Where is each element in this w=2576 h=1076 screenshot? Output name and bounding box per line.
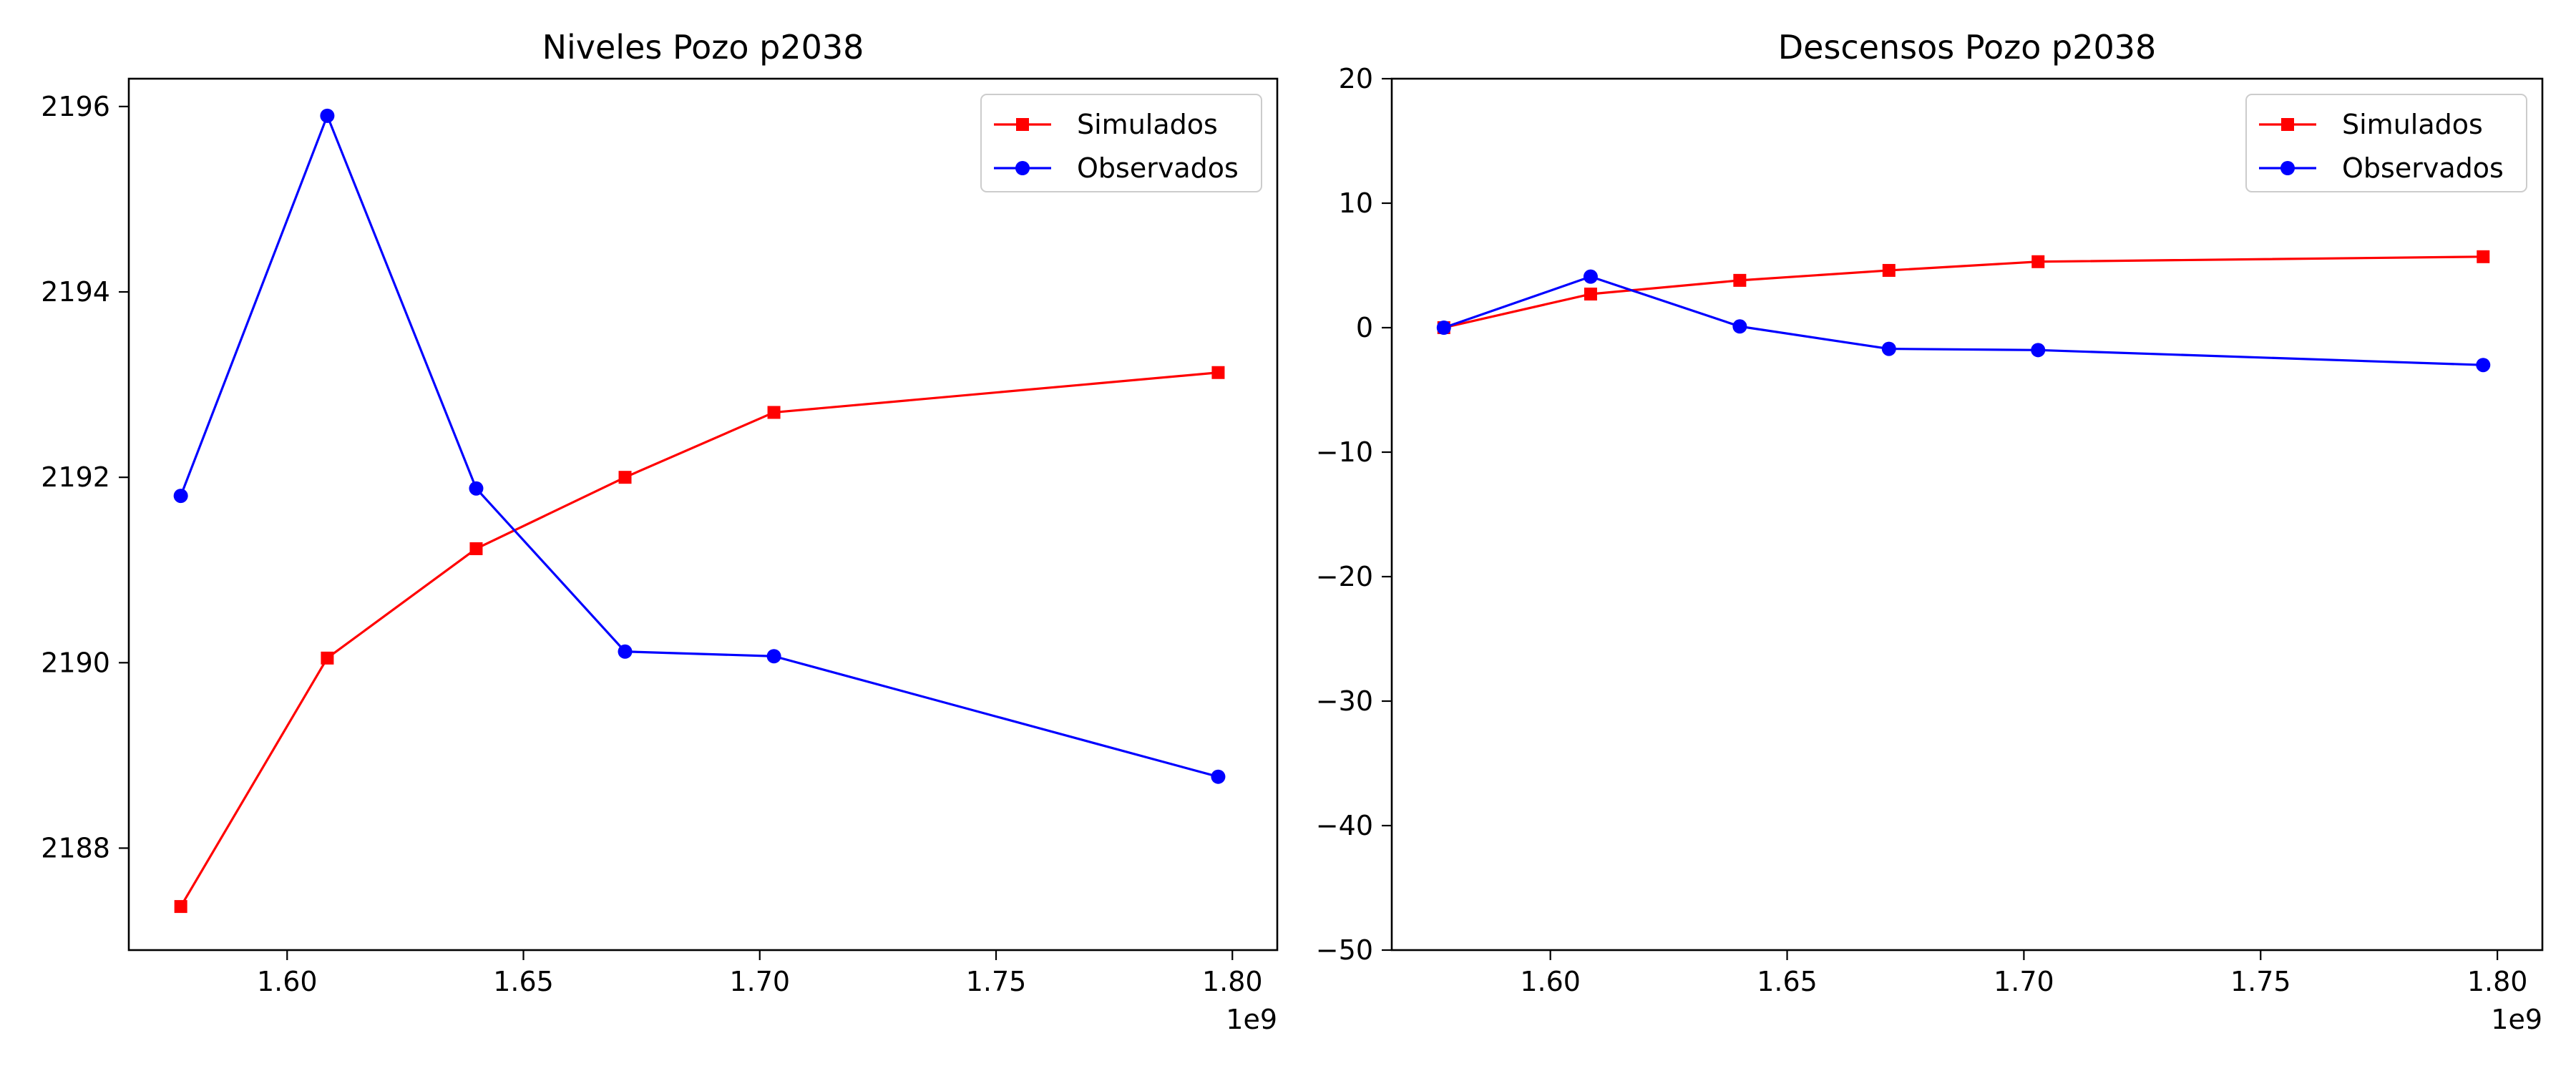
- legend-label: Observados: [1077, 152, 1239, 184]
- series-line-simulados: [180, 371, 1219, 907]
- data-point-circle: [320, 108, 335, 123]
- legend-marker-circle: [2280, 161, 2295, 175]
- data-point-circle: [766, 649, 781, 664]
- data-point-square: [1211, 366, 1225, 379]
- chart-title: Niveles Pozo p2038: [542, 28, 864, 67]
- data-point-circle: [173, 489, 188, 504]
- x-tick-label: 1.65: [1757, 966, 1818, 997]
- axes-frame: [127, 77, 1279, 952]
- x-tick-label: 1.80: [1202, 966, 1263, 997]
- y-tick-label: 20: [1339, 63, 1373, 94]
- chart-niveles: Niveles Pozo p2038 1.60 1.65 1.70 1.75 1.80 1e…: [41, 28, 1279, 1035]
- data-point-circle: [1881, 341, 1896, 356]
- data-point-square: [2031, 255, 2045, 268]
- y-tick-label: 2192: [41, 461, 110, 493]
- y-tick-label: −10: [1316, 436, 1373, 468]
- data-point-circle: [1211, 769, 1226, 784]
- axes-frame: [1390, 77, 2544, 952]
- chart-descensos: Descensos Pozo p2038 1.60 1.65 1.70 1.75 1.80…: [1316, 28, 2544, 1035]
- x-offset-label: 1e9: [2491, 1004, 2542, 1035]
- series-line-simulados: [1443, 255, 2484, 329]
- data-point-square: [1882, 263, 1896, 277]
- x-tick-label: 1.75: [2230, 966, 2291, 997]
- y-tick-label: −20: [1316, 561, 1373, 592]
- x-tick-label: 1.80: [2467, 966, 2528, 997]
- data-point-square: [1584, 288, 1597, 301]
- y-tick-label: 10: [1339, 187, 1373, 219]
- y-tick-label: −50: [1316, 934, 1373, 966]
- data-point-square: [174, 900, 187, 914]
- data-point-circle: [618, 644, 633, 659]
- x-tick-label: 1.70: [729, 966, 790, 997]
- data-point-square: [618, 471, 632, 484]
- legend-marker-square: [2281, 118, 2294, 131]
- y-tick-label: 2188: [41, 832, 110, 864]
- x-tick-label: 1.60: [257, 966, 318, 997]
- x-offset-label: 1e9: [1226, 1004, 1277, 1035]
- data-point-square: [321, 651, 334, 665]
- legend-label: Simulados: [2342, 109, 2483, 140]
- x-tick-label: 1.70: [1994, 966, 2054, 997]
- series-line-observados: [1443, 275, 2484, 366]
- legend-label: Simulados: [1077, 109, 1218, 140]
- data-point-circle: [2476, 358, 2491, 373]
- x-tick-label: 1.60: [1520, 966, 1581, 997]
- data-point-square: [469, 542, 483, 555]
- data-point-circle: [1436, 321, 1451, 335]
- data-point-circle: [1732, 319, 1747, 334]
- y-tick-label: 2194: [41, 276, 110, 308]
- y-tick-label: −40: [1316, 810, 1373, 841]
- legend-label: Observados: [2342, 152, 2504, 184]
- x-tick-label: 1.75: [966, 966, 1027, 997]
- chart-title: Descensos Pozo p2038: [1778, 28, 2157, 67]
- data-point-circle: [2031, 343, 2046, 358]
- data-point-circle: [1583, 269, 1598, 284]
- data-point-square: [767, 406, 781, 419]
- legend-marker-circle: [1015, 161, 1030, 175]
- legend-marker-square: [1016, 118, 1029, 131]
- data-point-square: [1733, 273, 1747, 287]
- data-point-square: [2477, 250, 2490, 263]
- data-point-circle: [469, 481, 484, 496]
- y-tick-label: 2190: [41, 647, 110, 678]
- y-tick-label: 0: [1356, 312, 1373, 343]
- y-tick-label: 2196: [41, 91, 110, 122]
- x-tick-label: 1.65: [493, 966, 554, 997]
- series-line-observados: [180, 114, 1219, 778]
- y-tick-label: −30: [1316, 685, 1373, 717]
